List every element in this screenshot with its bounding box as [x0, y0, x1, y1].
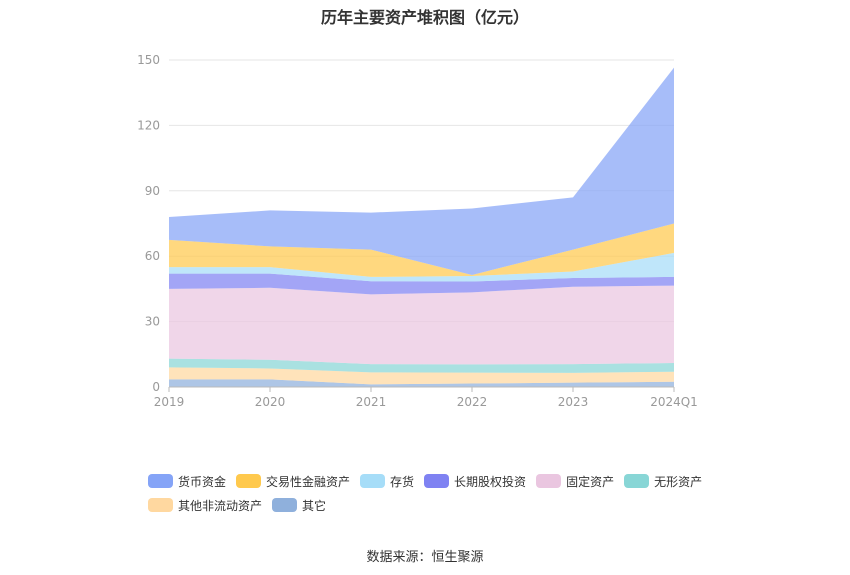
- legend-item[interactable]: 长期股权投资: [424, 473, 526, 489]
- legend-label: 交易性金融资产: [266, 474, 351, 489]
- y-tick-label: 90: [145, 184, 160, 198]
- area-其他非流动资产: [169, 367, 674, 385]
- x-axis: [168, 386, 675, 392]
- legend-swatch: [424, 474, 450, 488]
- legend-label: 无形资产: [654, 474, 703, 489]
- legend-item[interactable]: 其他非流动资产: [148, 497, 262, 513]
- area-无形资产: [169, 358, 674, 373]
- area-其它: [169, 379, 674, 387]
- legend-label: 长期股权投资: [454, 474, 527, 489]
- legend-item[interactable]: 存货: [360, 473, 414, 489]
- legend-label: 其他非流动资产: [178, 498, 263, 513]
- area-交易性金融资产: [169, 223, 674, 277]
- source-note: 数据来源：恒生聚源: [366, 550, 484, 565]
- y-axis-ticks: 0 30 60 90 120 150: [137, 53, 160, 394]
- chart-title: 历年主要资产堆积图（亿元）: [320, 8, 529, 27]
- x-tick-label: 2019: [154, 395, 185, 409]
- legend-label: 存货: [390, 474, 415, 489]
- y-tick-label: 150: [137, 53, 160, 67]
- x-tick-label: 2022: [457, 395, 488, 409]
- legend-swatch: [148, 474, 173, 488]
- legend-item[interactable]: 固定资产: [536, 473, 614, 489]
- legend-swatch: [536, 474, 562, 488]
- legend: 货币资金 交易性金融资产 存货 长期股权投资 固定资产 无形资产其他非流动资产 其它: [148, 473, 748, 521]
- area-固定资产: [169, 285, 674, 365]
- legend-swatch: [360, 474, 386, 488]
- x-tick-label: 2024Q1: [650, 395, 698, 409]
- area-长期股权投资: [169, 273, 674, 295]
- area-货币资金: [169, 67, 674, 275]
- x-tick-label: 2021: [356, 395, 387, 409]
- legend-swatch: [272, 498, 298, 512]
- y-tick-label: 30: [145, 315, 160, 329]
- legend-label: 固定资产: [566, 474, 615, 489]
- legend-item[interactable]: 货币资金: [148, 473, 226, 489]
- y-tick-label: 0: [152, 380, 160, 394]
- area-series: [169, 67, 674, 387]
- legend-swatch: [624, 474, 650, 488]
- legend-swatch: [148, 498, 173, 512]
- legend-item[interactable]: 无形资产: [624, 473, 702, 489]
- y-tick-label: 60: [145, 249, 160, 263]
- area-存货: [169, 252, 674, 282]
- legend-swatch: [236, 474, 262, 488]
- legend-label: 货币资金: [178, 474, 227, 489]
- legend-label: 其它: [302, 498, 327, 513]
- legend-item[interactable]: 交易性金融资产: [236, 473, 350, 489]
- stacked-area-chart: 0 30 60 90 120 150 2019 2020 2021 2022 2023 2024Q1: [137, 53, 698, 409]
- legend-item[interactable]: 其它: [272, 497, 326, 513]
- y-tick-label: 120: [137, 118, 160, 132]
- x-tick-label: 2023: [558, 395, 589, 409]
- x-tick-label: 2020: [255, 395, 286, 409]
- x-axis-ticks: 2019 2020 2021 2022 2023 2024Q1: [154, 395, 698, 409]
